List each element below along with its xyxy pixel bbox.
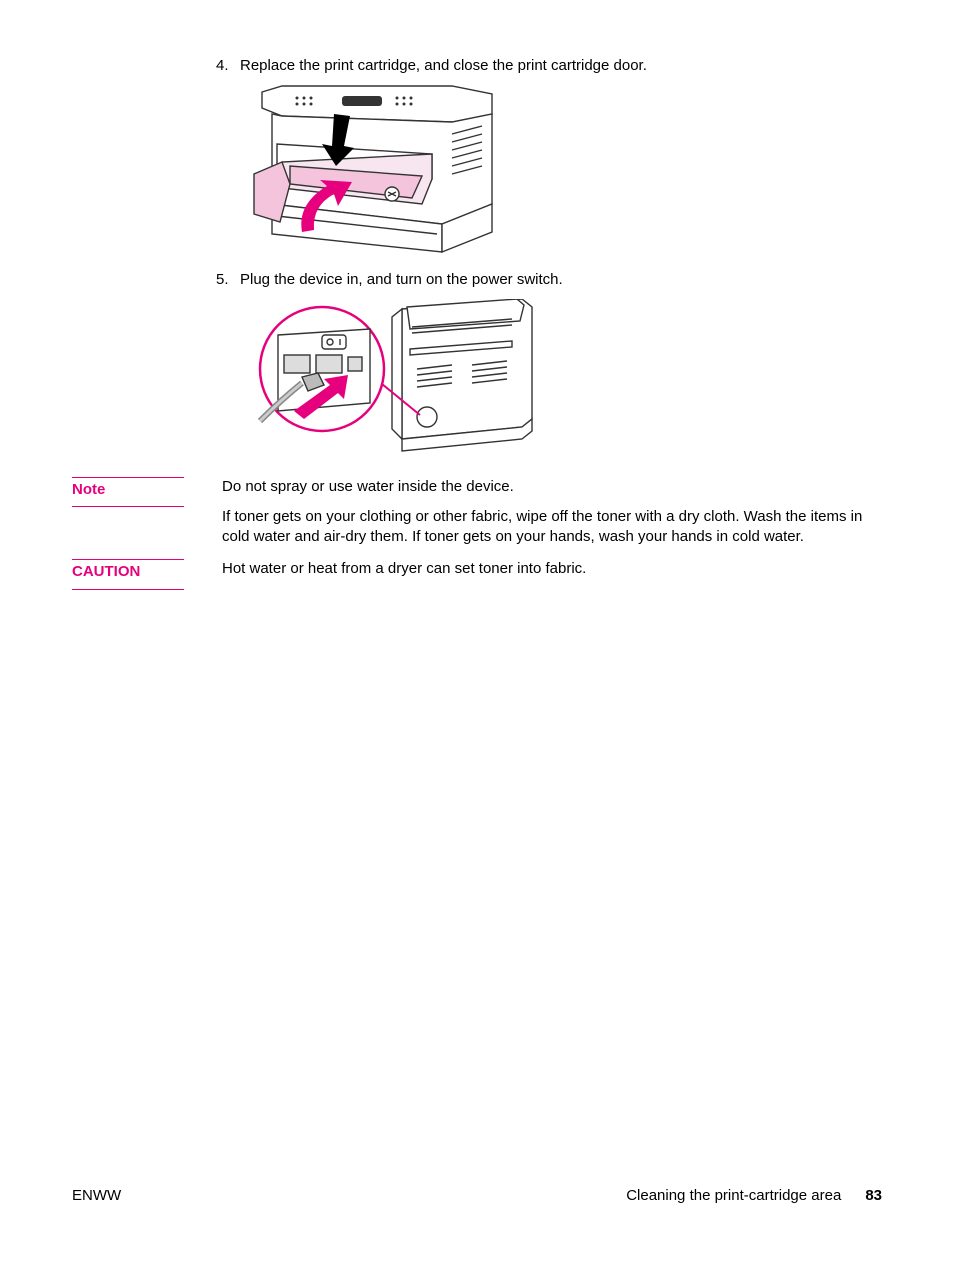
step-number: 4. xyxy=(216,56,240,76)
callout-label-col: Note xyxy=(72,477,222,558)
illustration-plug xyxy=(242,299,882,459)
document-page: 4. Replace the print cartridge, and clos… xyxy=(0,0,954,1270)
step-item: 4. Replace the print cartridge, and clos… xyxy=(216,56,882,76)
callout-label: Note xyxy=(72,477,184,507)
step-number: 5. xyxy=(216,270,240,290)
callout-label: CAUTION xyxy=(72,559,184,589)
footer-section: Cleaning the print-cartridge area xyxy=(626,1186,841,1206)
callout-body: Do not spray or use water inside the dev… xyxy=(222,477,882,558)
callout-label-col: CAUTION xyxy=(72,559,222,589)
callout-paragraph: Do not spray or use water inside the dev… xyxy=(222,477,882,497)
callout-caution: CAUTION Hot water or heat from a dryer c… xyxy=(72,559,882,589)
footer-left: ENWW xyxy=(72,1186,121,1206)
callout-paragraph: If toner gets on your clothing or other … xyxy=(222,507,882,548)
page-footer: ENWW Cleaning the print-cartridge area 8… xyxy=(72,1186,882,1206)
step-item: 5. Plug the device in, and turn on the p… xyxy=(216,270,882,290)
callout-paragraph: Hot water or heat from a dryer can set t… xyxy=(222,559,882,579)
callout-body: Hot water or heat from a dryer can set t… xyxy=(222,559,882,589)
footer-right: Cleaning the print-cartridge area 83 xyxy=(626,1186,882,1206)
page-number: 83 xyxy=(865,1186,882,1206)
step-text: Replace the print cartridge, and close t… xyxy=(240,56,882,76)
step-text: Plug the device in, and turn on the powe… xyxy=(240,270,882,290)
callout-note: Note Do not spray or use water inside th… xyxy=(72,477,882,558)
illustration-cartridge xyxy=(242,84,882,256)
